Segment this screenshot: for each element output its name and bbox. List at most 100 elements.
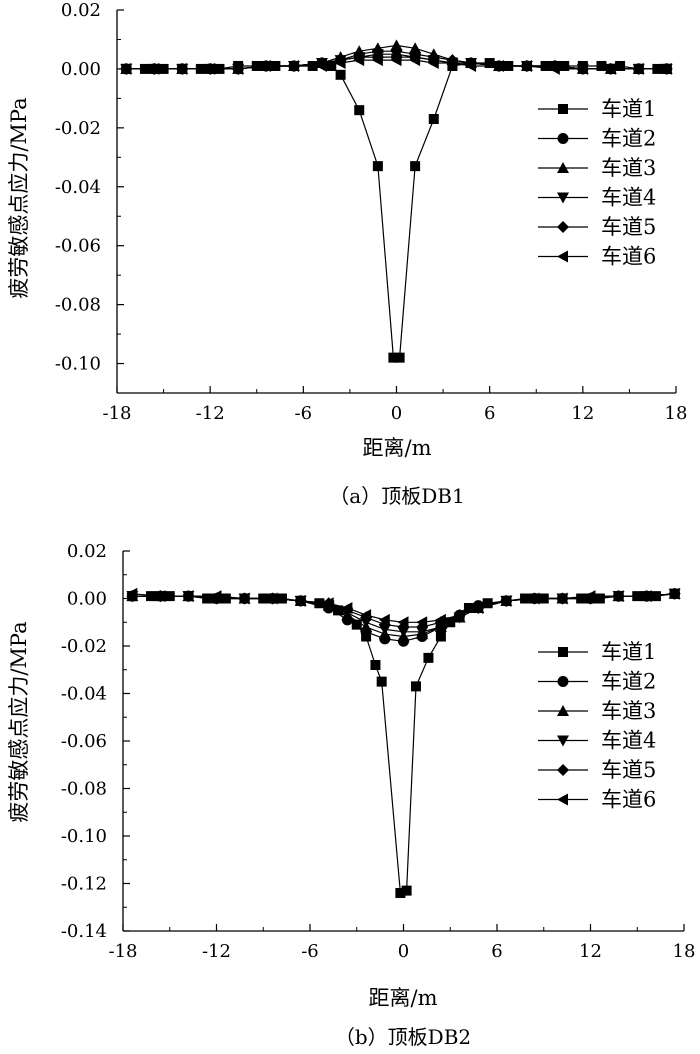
data-point-lane-1 [351, 619, 362, 630]
data-point-lane-6 [584, 590, 596, 603]
data-point-lane-1 [335, 69, 346, 80]
data-point-lane-6 [315, 59, 327, 72]
data-point-lane-6 [232, 62, 244, 75]
chart-a-plot-layer: 车道1 车道2 车道3 车道4 车道5 车道6 [120, 39, 673, 363]
legend-label-lane-5: 车道5 [601, 215, 656, 239]
data-point-lane-6 [260, 59, 272, 72]
data-point-lane-6 [556, 592, 568, 605]
legend: 车道1 车道2 车道3 车道4 车道5 车道6 [538, 640, 656, 812]
data-point-lane-1 [202, 593, 213, 604]
y-tick-label: 0.02 [61, 0, 101, 21]
y-tick-label: -0.08 [55, 295, 101, 316]
data-point-lane-1 [401, 885, 412, 896]
data-point-lane-6 [668, 587, 680, 600]
data-point-lane-1 [435, 631, 446, 642]
y-tick-label: -0.10 [61, 826, 107, 847]
data-point-lane-1 [394, 352, 405, 363]
legend-label-lane-5: 车道5 [601, 758, 656, 782]
data-point-lane-6 [604, 62, 616, 75]
data-point-lane-3 [409, 42, 422, 54]
legend-label-lane-3: 车道3 [601, 156, 656, 180]
data-point-lane-1 [596, 60, 607, 71]
legend-label-lane-3: 车道3 [601, 699, 656, 723]
chart-b-y-axis-title: 疲劳敏感点应力/MPa [7, 621, 31, 822]
chart-panel-a: 车道1 车道2 车道3 车道4 车道5 车道6 -18 -12 -6 0 6 12 18 0.02 0.0… [7, 0, 688, 508]
data-point-lane-6 [390, 54, 402, 67]
data-point-lane-6 [632, 62, 644, 75]
data-point-lane-6 [640, 590, 652, 603]
data-point-lane-6 [492, 59, 504, 72]
data-point-lane-6 [576, 62, 588, 75]
data-point-lane-5 [371, 45, 384, 58]
legend-label-lane-2: 车道2 [601, 670, 656, 694]
legend-marker [558, 647, 568, 657]
data-point-lane-1 [370, 660, 381, 670]
data-point-lane-6 [520, 59, 532, 72]
y-tick-label: -0.12 [61, 874, 107, 895]
data-point-lane-1 [314, 598, 325, 609]
x-tick-label: 18 [673, 941, 696, 962]
y-tick-label: -0.06 [55, 236, 101, 257]
legend-marker [557, 676, 569, 687]
chart-a-y-axis-title: 疲劳敏感点应力/MPa [7, 97, 31, 298]
legend-label-lane-6: 车道6 [601, 245, 656, 269]
y-tick-label: 0.02 [67, 541, 107, 562]
data-point-lane-1 [482, 598, 493, 609]
data-point-lane-6 [434, 613, 446, 626]
data-point-lane-6 [238, 592, 250, 605]
data-point-lane-6 [204, 62, 216, 75]
data-point-lane-6 [453, 609, 465, 622]
data-point-lane-6 [120, 62, 132, 75]
data-point-lane-1 [484, 58, 495, 69]
data-point-lane-6 [612, 590, 624, 603]
data-point-lane-6 [500, 594, 512, 607]
chart-b-plot-layer: 车道1 车道2 车道3 车道4 车道5 车道6 [126, 587, 681, 898]
legend-label-lane-1: 车道1 [601, 97, 656, 121]
data-point-lane-5 [390, 45, 403, 58]
y-tick-label: 0.00 [61, 59, 101, 80]
data-point-lane-6 [182, 590, 194, 603]
chart-b-caption: （b）顶板DB2 [335, 1025, 471, 1049]
data-point-lane-6 [528, 592, 540, 605]
x-tick-label: 0 [398, 941, 409, 962]
data-point-lane-3 [390, 39, 403, 51]
x-tick-label: 6 [484, 403, 495, 424]
data-point-lane-1 [395, 888, 406, 898]
x-tick-label: -18 [103, 403, 132, 424]
legend-marker [557, 735, 569, 747]
x-tick-label: 18 [665, 403, 688, 424]
x-tick-label: -12 [196, 403, 225, 424]
data-point-lane-6 [341, 602, 353, 614]
chart-a-axis-layer: -18 -12 -6 0 6 12 18 0.02 0.00 -0.02 -0.04 -0.06 -0.… [55, 0, 688, 424]
chart-b-x-axis-title: 距离/m [369, 986, 438, 1010]
data-point-lane-1 [594, 593, 605, 604]
data-point-lane-1 [251, 60, 262, 71]
y-tick-label: -0.04 [55, 177, 101, 198]
y-tick-label: -0.04 [61, 684, 107, 705]
legend: 车道1 车道2 车道3 车道4 车道5 车道6 [538, 97, 656, 269]
x-tick-label: 12 [579, 941, 602, 962]
data-point-lane-6 [427, 57, 439, 70]
data-point-lane-1 [520, 593, 531, 604]
legend-marker [558, 104, 568, 114]
data-point-lane-1 [410, 161, 421, 172]
legend-marker [557, 221, 569, 233]
data-point-lane-1 [354, 105, 365, 116]
data-point-lane-1 [388, 352, 399, 363]
legend-marker [557, 764, 569, 776]
data-point-lane-6 [210, 590, 222, 603]
y-tick-label: 0.00 [67, 589, 107, 610]
x-tick-label: 0 [391, 403, 402, 424]
legend-marker [557, 793, 568, 806]
data-point-lane-6 [353, 54, 365, 67]
series-line-lane-1 [126, 62, 667, 359]
data-point-lane-6 [288, 59, 300, 72]
x-tick-label: -12 [202, 941, 231, 962]
data-point-lane-6 [409, 54, 421, 67]
data-point-lane-1 [650, 591, 661, 602]
data-point-lane-6 [266, 592, 278, 605]
data-point-lane-6 [322, 597, 334, 610]
data-point-lane-6 [148, 62, 160, 75]
data-point-lane-1 [410, 681, 421, 692]
data-point-lane-6 [334, 57, 346, 70]
